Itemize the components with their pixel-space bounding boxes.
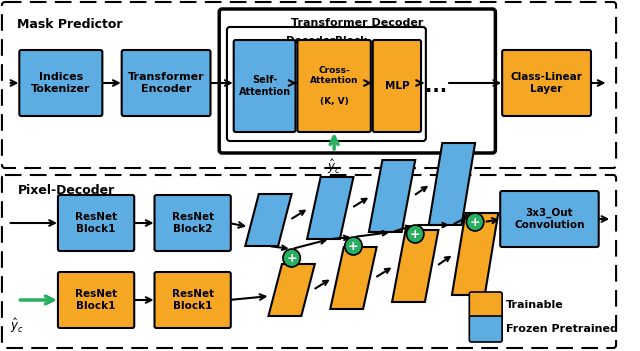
Text: Transformer Decoder: Transformer Decoder [291, 18, 424, 28]
FancyBboxPatch shape [154, 195, 231, 251]
FancyBboxPatch shape [469, 316, 502, 342]
Text: Transformer
Encoder: Transformer Encoder [128, 72, 204, 94]
Circle shape [345, 237, 362, 255]
Text: +: + [286, 252, 297, 265]
FancyBboxPatch shape [58, 195, 134, 251]
FancyBboxPatch shape [227, 27, 426, 141]
Text: ResNet
Block2: ResNet Block2 [172, 212, 214, 234]
Text: ResNet
Block1: ResNet Block1 [172, 289, 214, 311]
Polygon shape [307, 177, 353, 239]
Text: ...: ... [426, 77, 447, 95]
FancyBboxPatch shape [2, 175, 616, 348]
Text: Mask Predictor: Mask Predictor [17, 18, 123, 31]
Text: $\hat{y}_c$: $\hat{y}_c$ [327, 157, 341, 176]
FancyBboxPatch shape [500, 191, 598, 247]
Text: ResNet
Block1: ResNet Block1 [75, 289, 117, 311]
FancyBboxPatch shape [122, 50, 211, 116]
Text: DecoderBlock: DecoderBlock [286, 36, 367, 46]
Text: Cross-
Attention

(K, V): Cross- Attention (K, V) [310, 66, 358, 106]
Circle shape [283, 249, 300, 267]
FancyBboxPatch shape [220, 9, 495, 153]
Text: ResNet
Block1: ResNet Block1 [75, 212, 117, 234]
Text: Indices
Tokenizer: Indices Tokenizer [31, 72, 91, 94]
Text: Class-Linear
Layer: Class-Linear Layer [511, 72, 582, 94]
FancyBboxPatch shape [154, 272, 231, 328]
Polygon shape [429, 143, 475, 225]
FancyBboxPatch shape [2, 2, 616, 168]
Text: Self-
Attention: Self- Attention [239, 75, 291, 97]
FancyBboxPatch shape [502, 50, 591, 116]
Text: Frozen Pretrained: Frozen Pretrained [506, 324, 618, 334]
FancyBboxPatch shape [58, 272, 134, 328]
Text: Pixel-Decoder: Pixel-Decoder [17, 184, 115, 197]
Text: +: + [348, 239, 359, 252]
FancyBboxPatch shape [372, 40, 421, 132]
FancyBboxPatch shape [469, 292, 502, 318]
Text: $\hat{y}_c$: $\hat{y}_c$ [10, 316, 24, 335]
Text: +: + [410, 227, 420, 240]
Polygon shape [245, 194, 292, 246]
FancyBboxPatch shape [19, 50, 102, 116]
Polygon shape [369, 160, 415, 232]
Polygon shape [452, 213, 499, 295]
Polygon shape [392, 230, 438, 302]
Text: Trainable: Trainable [506, 300, 564, 310]
Text: +: + [470, 216, 481, 229]
Polygon shape [330, 247, 376, 309]
FancyBboxPatch shape [298, 40, 371, 132]
Text: 3x3_Out
Convolution: 3x3_Out Convolution [514, 208, 585, 230]
Text: MLP: MLP [385, 81, 409, 91]
Circle shape [467, 213, 484, 231]
FancyBboxPatch shape [234, 40, 296, 132]
Polygon shape [268, 264, 315, 316]
Circle shape [406, 225, 424, 243]
